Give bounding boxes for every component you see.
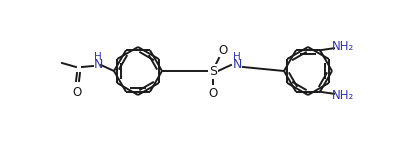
- Text: NH₂: NH₂: [331, 89, 353, 102]
- Text: O: O: [218, 43, 227, 57]
- Text: O: O: [208, 86, 217, 100]
- Text: S: S: [209, 64, 216, 78]
- Text: NH₂: NH₂: [331, 40, 353, 53]
- Text: N: N: [93, 58, 102, 70]
- Text: H: H: [232, 52, 240, 62]
- Text: N: N: [232, 58, 241, 70]
- Text: O: O: [72, 85, 81, 99]
- Text: H: H: [94, 52, 102, 62]
